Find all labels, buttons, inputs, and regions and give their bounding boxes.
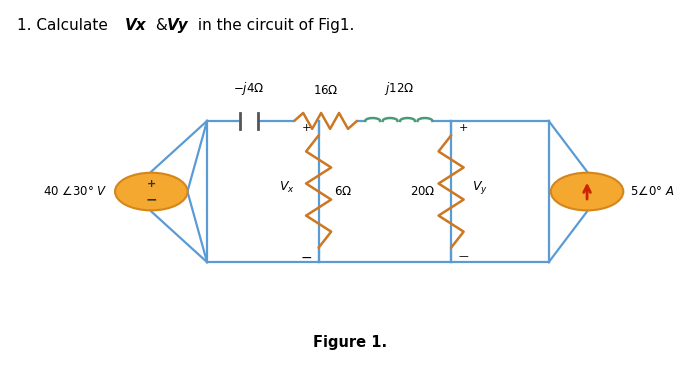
Text: +: + bbox=[302, 123, 311, 132]
Text: $16\Omega$: $16\Omega$ bbox=[313, 84, 338, 97]
Text: Figure 1.: Figure 1. bbox=[313, 335, 387, 350]
Text: $j12\Omega$: $j12\Omega$ bbox=[384, 80, 414, 97]
Text: −: − bbox=[146, 192, 157, 207]
Text: $6\Omega$: $6\Omega$ bbox=[334, 185, 352, 198]
Text: $-j4\Omega$: $-j4\Omega$ bbox=[233, 80, 265, 97]
Text: −: − bbox=[300, 251, 312, 265]
Text: Vy: Vy bbox=[167, 18, 189, 33]
Text: $5\angle 0°\ A$: $5\angle 0°\ A$ bbox=[630, 185, 675, 198]
Text: —: — bbox=[458, 251, 468, 261]
Text: &: & bbox=[151, 18, 173, 33]
Text: $20\Omega$: $20\Omega$ bbox=[410, 185, 436, 198]
Circle shape bbox=[115, 173, 188, 210]
Text: $V_x$: $V_x$ bbox=[279, 180, 295, 196]
Text: +: + bbox=[459, 123, 468, 132]
Text: +: + bbox=[147, 178, 156, 189]
Text: $V_y$: $V_y$ bbox=[473, 180, 489, 196]
Text: Vx: Vx bbox=[125, 18, 146, 33]
Text: in the circuit of Fig1.: in the circuit of Fig1. bbox=[193, 18, 354, 33]
Circle shape bbox=[551, 173, 623, 210]
Text: $40\ \angle 30°\ V$: $40\ \angle 30°\ V$ bbox=[43, 185, 108, 198]
Text: 1. Calculate: 1. Calculate bbox=[17, 18, 113, 33]
